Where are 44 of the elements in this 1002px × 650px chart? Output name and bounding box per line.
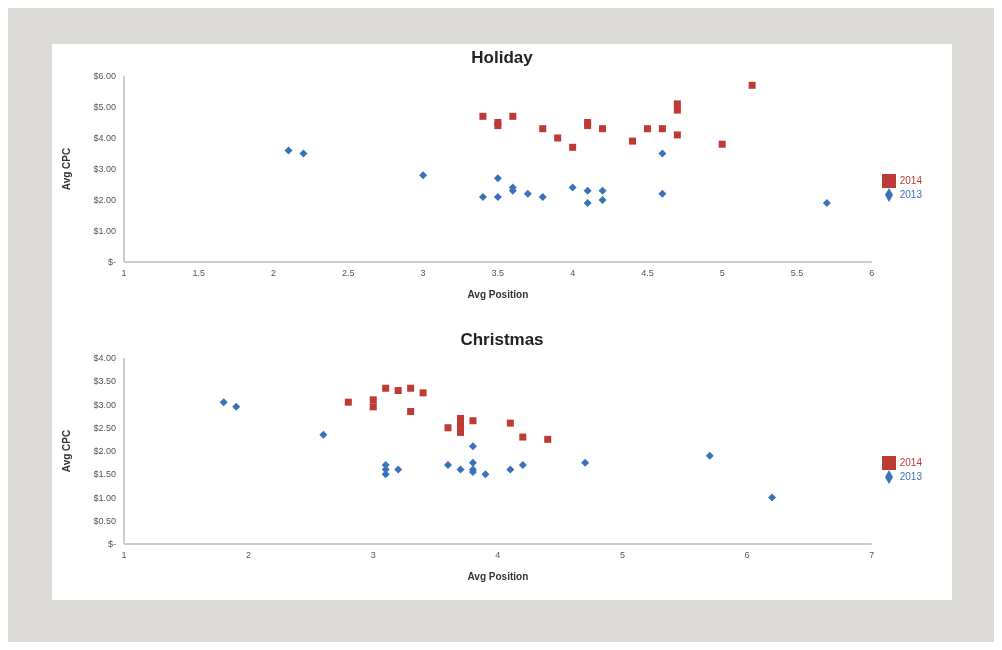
y-tick-label: $2.50 [93,422,116,433]
x-tick-label: 3.5 [491,268,505,279]
y-tick-label: $2.00 [93,446,116,457]
y-tick-label: $1.50 [93,469,116,480]
x-tick-label: 1 [121,550,127,561]
y-axis-title: Avg CPC [60,429,72,473]
legend-label: 2014 [899,174,922,186]
y-tick-label: $6.00 [93,71,116,82]
y-tick-label: $1.00 [93,226,116,237]
legend-label: 2013 [899,188,922,200]
y-tick-label: $4.00 [93,353,116,364]
y-tick-label: $3.50 [93,376,116,387]
x-tick-label: 1 [121,268,127,279]
legend-label: 2014 [899,456,922,468]
x-tick-label: 6 [744,550,750,561]
x-tick-label: 2.5 [342,268,355,279]
x-tick-label: 4 [495,550,501,561]
chart-title: Christmas [459,330,545,350]
x-tick-label: 2 [271,268,277,279]
x-tick-label: 5 [719,268,725,279]
x-axis-title: Avg Position [467,571,529,582]
legend-label: 2013 [899,470,922,482]
y-axis-title: Avg CPC [60,147,72,191]
y-tick-label: $3.00 [93,164,116,175]
chart-title: Holiday [470,48,534,68]
y-tick-label: $1.00 [93,492,116,503]
x-tick-label: 7 [869,550,875,561]
y-tick-label: $0.50 [93,515,116,526]
x-tick-label: 6 [869,268,875,279]
y-tick-label: $4.00 [93,133,116,144]
y-tick-label: $3.00 [93,399,116,410]
x-tick-label: 3 [420,268,426,279]
x-tick-label: 4.5 [641,268,654,279]
x-tick-label: 4 [570,268,576,279]
x-tick-label: 1.5 [192,268,206,279]
y-tick-label: $- [107,539,116,550]
y-tick-label: $2.00 [93,195,116,206]
x-tick-label: 2 [246,550,252,561]
y-tick-label: $5.00 [93,102,116,113]
x-tick-label: 3 [370,550,376,561]
y-tick-label: $- [107,257,116,268]
x-tick-label: 5 [619,550,626,561]
x-tick-label: 5.5 [790,268,804,279]
x-axis-title: Avg Position [467,289,529,300]
